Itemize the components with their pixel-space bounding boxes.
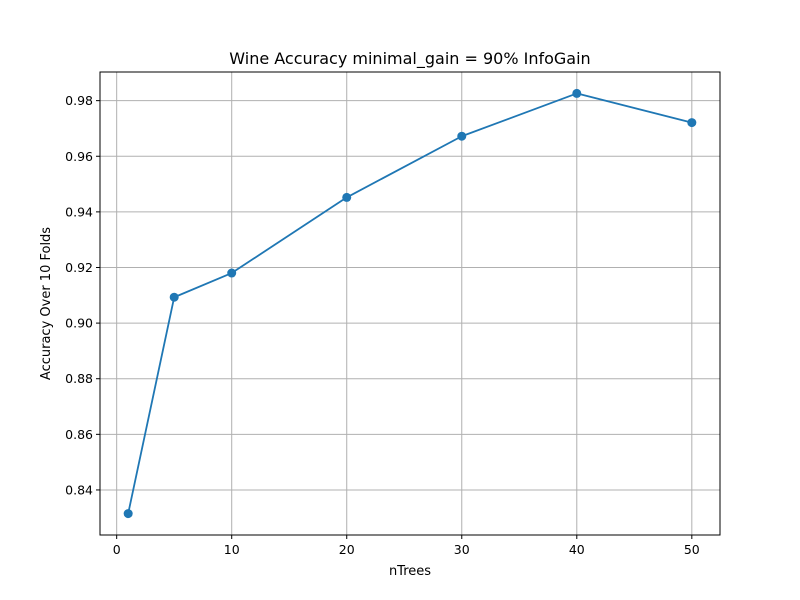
y-tick-label: 0.96 xyxy=(65,149,93,164)
y-tick-label: 0.88 xyxy=(65,371,93,386)
y-tick-label: 0.94 xyxy=(65,204,93,219)
data-point xyxy=(572,88,582,98)
data-point xyxy=(123,509,133,519)
grid-layer xyxy=(100,72,720,535)
data-point xyxy=(457,131,467,141)
x-tick-label: 0 xyxy=(113,542,121,557)
series-layer xyxy=(123,88,697,519)
y-tick-label: 0.92 xyxy=(65,260,93,275)
y-tick-label: 0.98 xyxy=(65,93,93,108)
x-tick-label: 50 xyxy=(684,542,700,557)
x-tick-label: 40 xyxy=(569,542,585,557)
data-point xyxy=(342,192,352,202)
data-point xyxy=(169,292,179,302)
y-tick-label: 0.84 xyxy=(65,482,93,497)
x-axis-label: nTrees xyxy=(389,564,431,579)
data-point xyxy=(687,118,697,128)
data-point xyxy=(227,268,237,278)
tick-layer: 0 10 20 30 40 50 0.84 0.86 0.88 0.90 0.92 0.94 0.96 0… xyxy=(65,93,700,557)
y-axis-label: Accuracy Over 10 Folds xyxy=(39,227,54,380)
x-tick-label: 30 xyxy=(454,542,470,557)
y-tick-label: 0.90 xyxy=(65,316,93,331)
plot-frame xyxy=(99,71,721,536)
x-tick-label: 10 xyxy=(224,542,240,557)
chart-title: Wine Accuracy minimal_gain = 90% InfoGai… xyxy=(229,49,590,69)
y-tick-label: 0.86 xyxy=(65,427,93,442)
x-tick-label: 20 xyxy=(339,542,355,557)
